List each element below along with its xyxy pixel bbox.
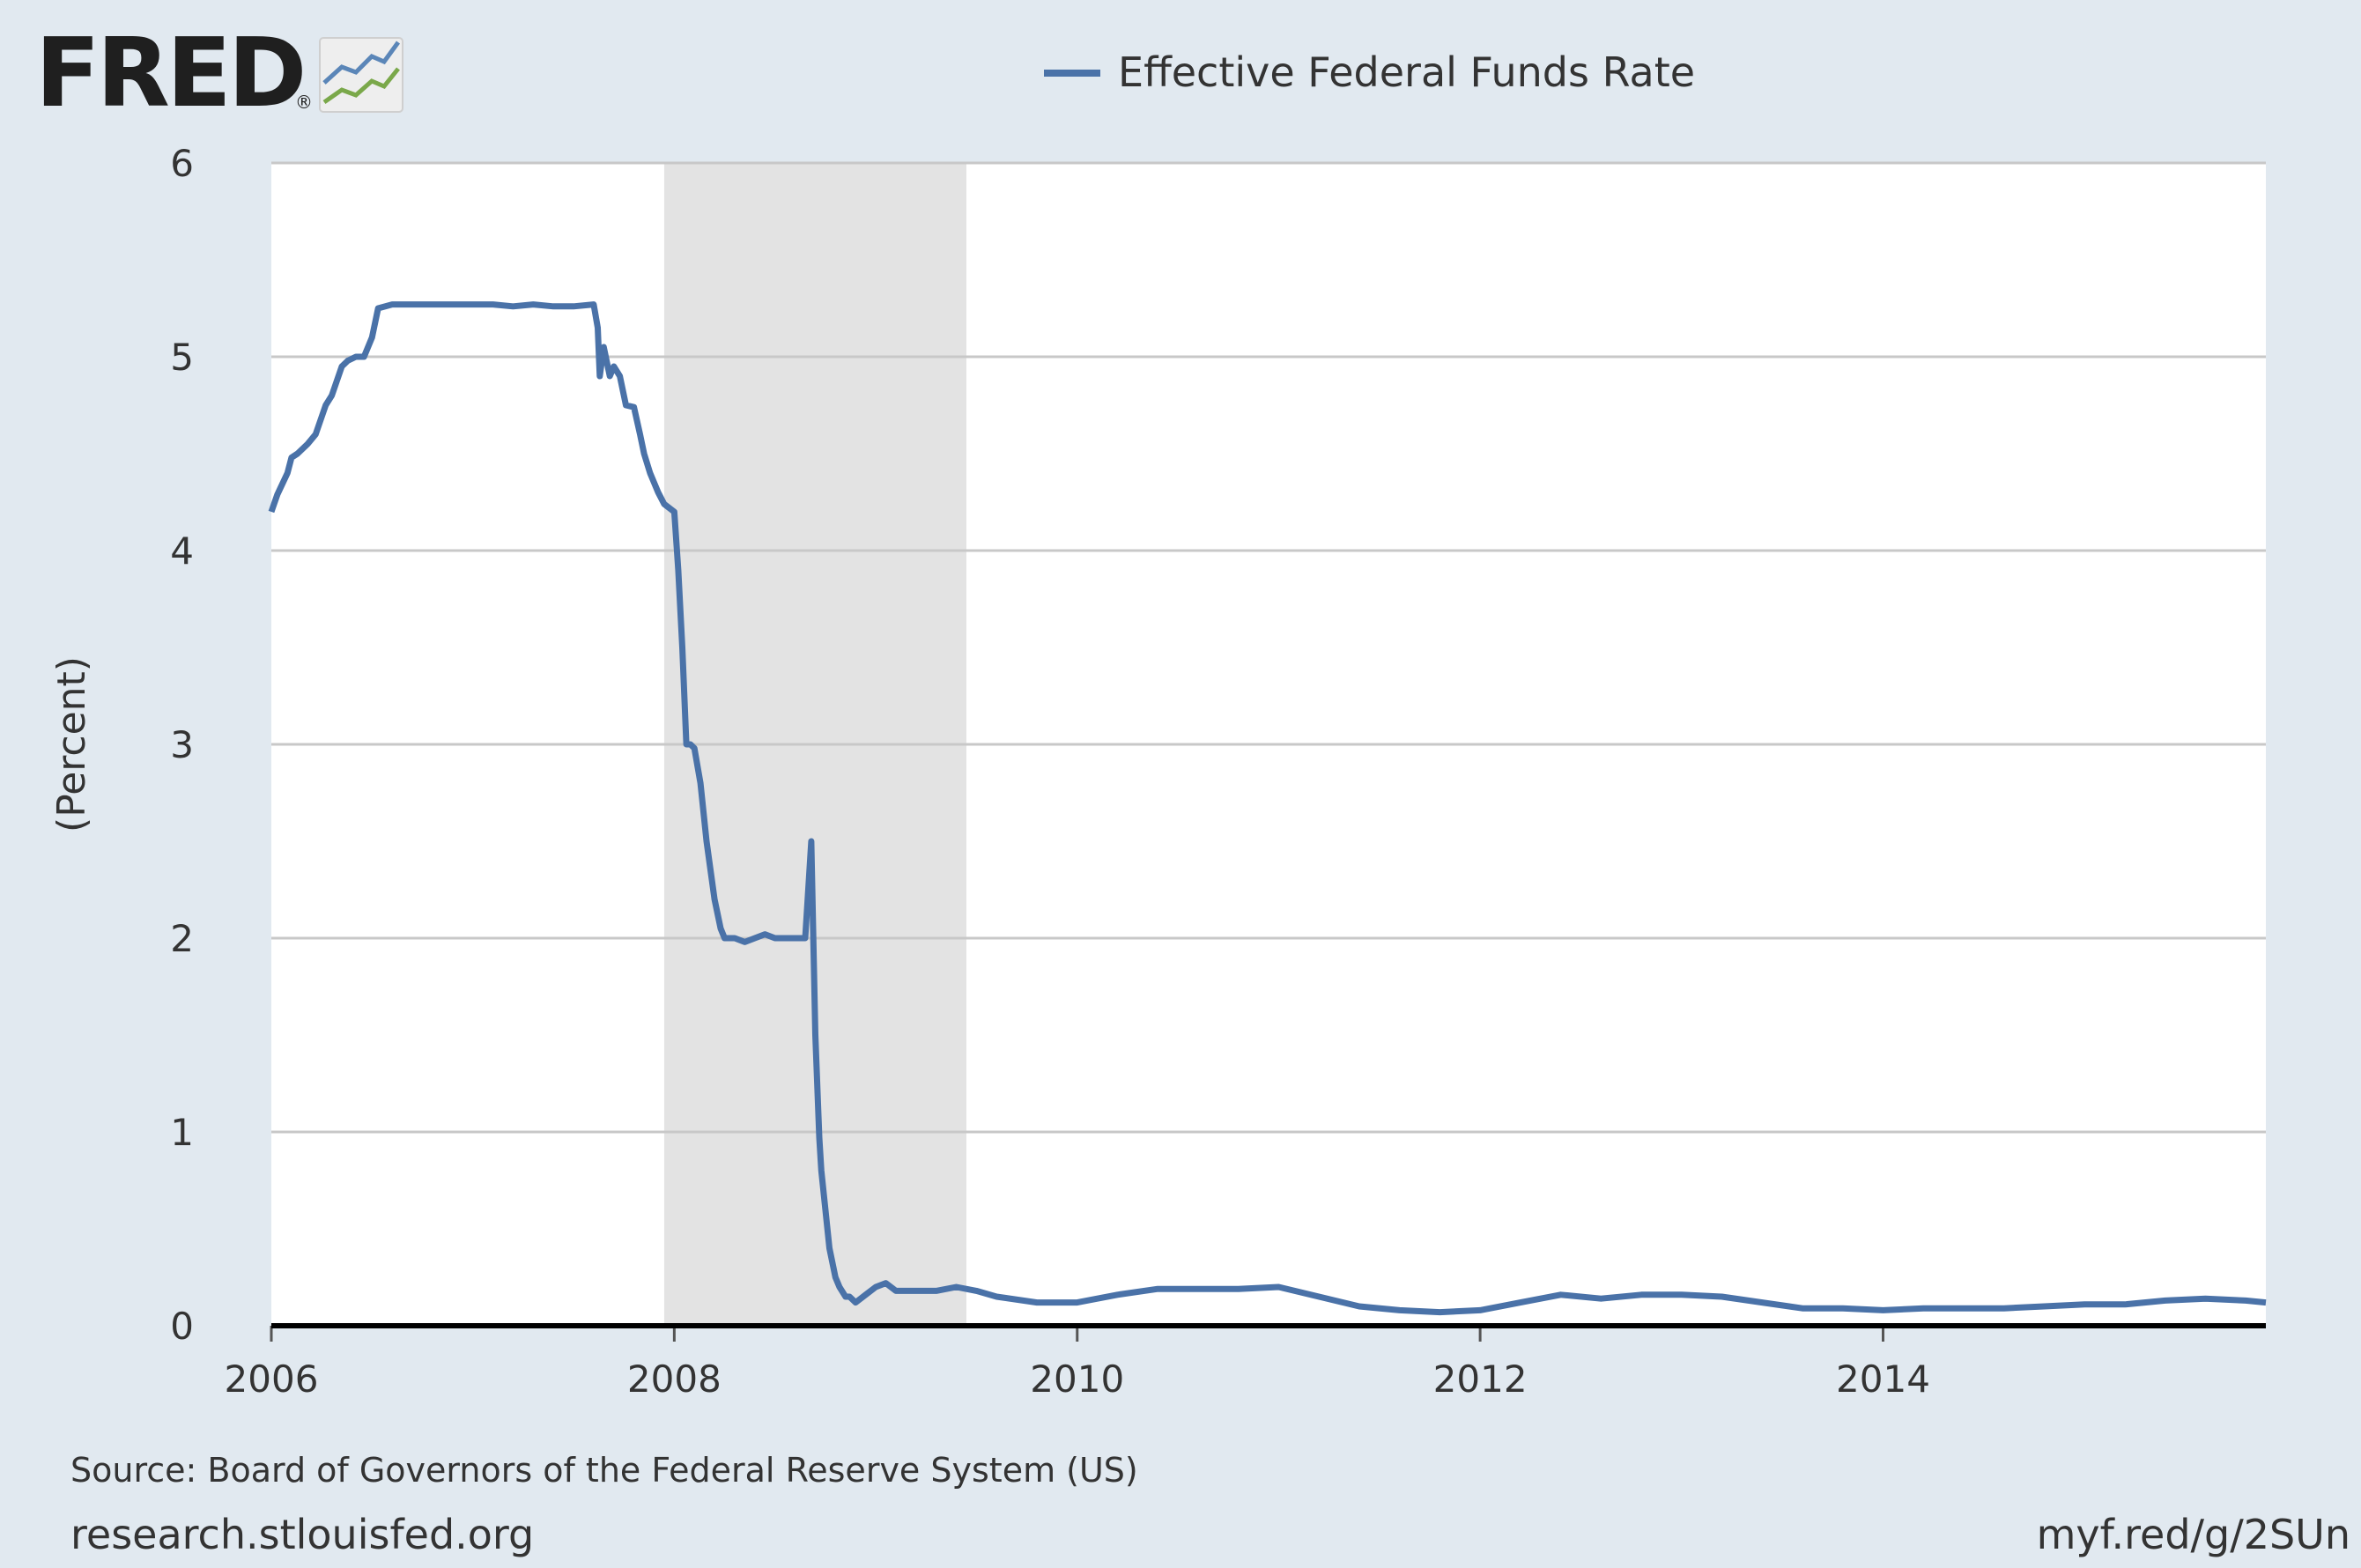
legend-label: Effective Federal Funds Rate bbox=[1118, 48, 1696, 96]
y-tick-label-5: 5 bbox=[170, 336, 194, 379]
y-tick-label-0: 0 bbox=[170, 1305, 194, 1348]
short-link[interactable]: myf.red/g/2SUn bbox=[2036, 1511, 2350, 1558]
y-tick-labels: 0 1 2 3 4 5 6 bbox=[170, 142, 194, 1348]
y-tick-label-4: 4 bbox=[170, 529, 194, 573]
y-tick-label-3: 3 bbox=[170, 723, 194, 766]
logo-text: FRED bbox=[35, 18, 307, 129]
y-tick-label-2: 2 bbox=[170, 917, 194, 960]
series-line-effective-federal-funds-rate bbox=[268, 301, 2267, 1316]
chart-icon-blue-line bbox=[322, 41, 401, 85]
footer-url-link[interactable]: research.stlouisfed.org bbox=[70, 1511, 535, 1558]
x-tick-label-2008: 2008 bbox=[627, 1357, 722, 1401]
y-tick-label-1: 1 bbox=[170, 1111, 194, 1154]
x-tick-label-2006: 2006 bbox=[225, 1357, 319, 1401]
y-axis-title: (Percent) bbox=[49, 656, 94, 832]
registered-mark: ® bbox=[295, 92, 313, 113]
chart-lines-icon bbox=[319, 37, 403, 113]
legend-swatch bbox=[1044, 70, 1100, 77]
y-tick-label-6: 6 bbox=[170, 142, 194, 185]
x-tick-label-2012: 2012 bbox=[1433, 1357, 1528, 1401]
source-note: Source: Board of Governors of the Federa… bbox=[70, 1451, 1138, 1490]
x-tick-labels: 2006 2008 2010 2012 2014 bbox=[225, 1357, 1930, 1401]
x-tick-label-2010: 2010 bbox=[1030, 1357, 1124, 1401]
chart-icon-green-line bbox=[322, 67, 400, 105]
x-tick-label-2014: 2014 bbox=[1836, 1357, 1930, 1401]
